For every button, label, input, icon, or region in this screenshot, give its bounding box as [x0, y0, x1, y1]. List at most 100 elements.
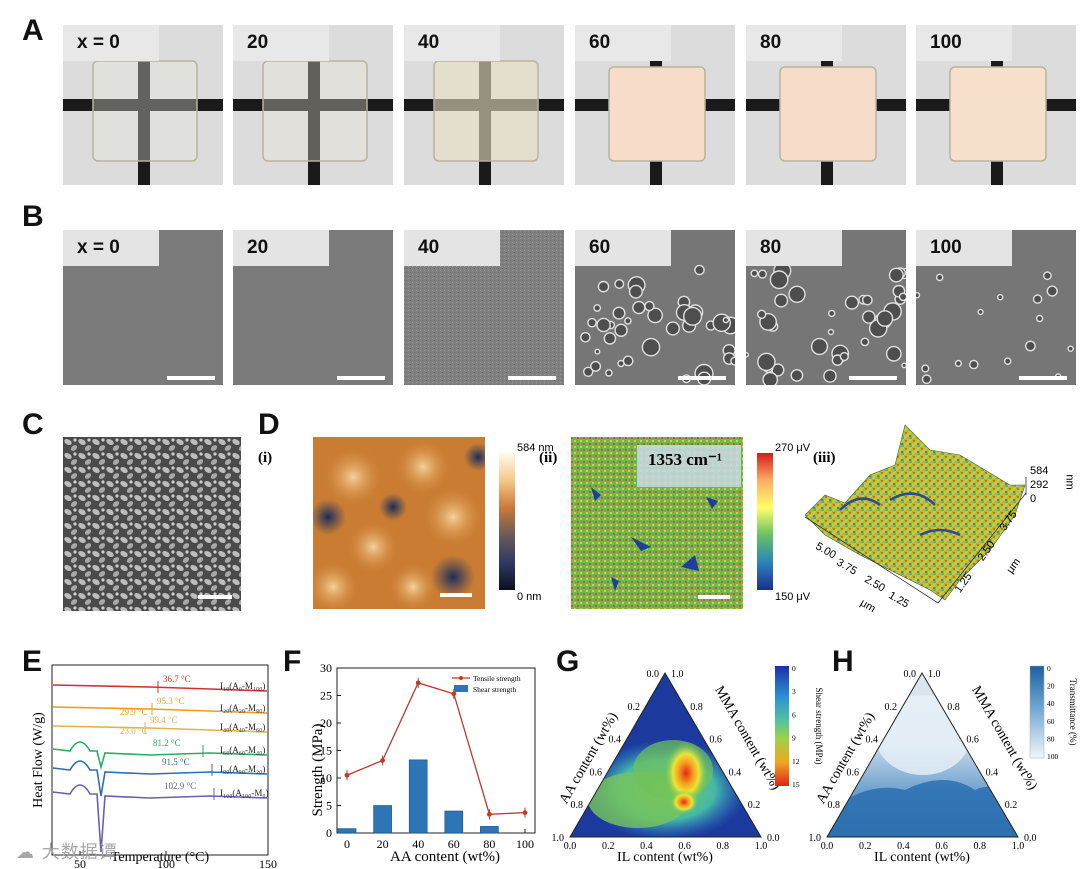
ternary-bottom-tick: 0.0 — [821, 841, 834, 852]
dsc-chart: I₁₀(A₀-M₁₀₀) 36.7 °C I₂₀(A₂₀-M₈₀) 95.3 °C 29… — [31, 664, 277, 869]
g-colorbar — [775, 666, 789, 786]
dsc-curve-label: I₁₀₀(A₁₀₀-M₀) — [220, 788, 268, 798]
shear-bar — [444, 810, 464, 834]
ternary-left-tick: 0.0 — [904, 669, 917, 680]
sample-photo: 80 — [746, 25, 906, 185]
panel-label-f: F — [283, 645, 302, 678]
ternary-right-tick: 0.2 — [1005, 800, 1018, 811]
f-x-tick: 80 — [483, 837, 495, 851]
panel-label-h: H — [832, 645, 854, 678]
f-y-tick: 25 — [320, 689, 332, 703]
ternary-right-tick: 0.8 — [690, 702, 703, 713]
dsc-curve-label: I₆₀(A₆₀-M₄₀) — [220, 745, 265, 755]
f-x-tick: 0 — [344, 837, 350, 851]
sample-photo: 100 — [916, 25, 1076, 185]
ternary-bottom-tick: 1.0 — [1012, 841, 1025, 852]
sem-image: 100 — [916, 230, 1076, 385]
panel-label-g: G — [556, 645, 580, 678]
f-x-tick: 20 — [377, 837, 389, 851]
panel-label-c: C — [22, 408, 44, 441]
sem-label: 100 — [916, 230, 1012, 266]
ternary-right-tick: 0.6 — [709, 735, 722, 746]
ternary-right-tick: 0.2 — [748, 800, 761, 811]
panel-label-a: A — [22, 14, 44, 47]
f-x-tick: 60 — [448, 837, 460, 851]
dsc-curve-label: I₄₀(A₄₀-M₆₀) — [220, 722, 265, 732]
f-y-tick: 20 — [320, 716, 332, 730]
ternary-right-tick: 0.4 — [729, 767, 742, 778]
ternary-right-tick: 0.0 — [1024, 833, 1037, 844]
sample-square — [262, 60, 368, 162]
dsc-curve — [52, 760, 268, 797]
dsc-tg2-label: 23.0 °C — [120, 726, 148, 736]
sem-image: 20 — [233, 230, 393, 385]
g-colorbar-title: Shear strength (MPa) — [814, 688, 824, 765]
dsc-ylabel: Heat Flow (W/g) — [31, 712, 46, 808]
ternary-bottom-tick: 1.0 — [755, 841, 768, 852]
ternary-bottom-tick: 0.2 — [859, 841, 872, 852]
colorbar-tick: 12 — [792, 757, 800, 766]
shear-bar — [408, 759, 428, 834]
dsc-x-tick: 150 — [259, 857, 277, 869]
d-i-max: 584 nm — [517, 442, 554, 454]
sem-c-texture — [63, 437, 241, 611]
ternary-left-tick: 0.4 — [866, 735, 879, 746]
d-i-min: 0 nm — [517, 591, 542, 603]
tensile-point — [522, 810, 528, 816]
ternary-bottom-tick: 0.4 — [640, 841, 653, 852]
d-iii-z1: 584 — [1030, 465, 1049, 477]
afm-ir-map — [571, 437, 743, 609]
ternary-bottom-tick: 0.0 — [564, 841, 577, 852]
sample-label: x = 0 — [63, 25, 159, 61]
sem-image: 80 — [746, 230, 906, 385]
dsc-curve-label: I₂₀(A₂₀-M₈₀) — [220, 703, 265, 713]
sample-photo: x = 0 — [63, 25, 223, 185]
sample-photo: 40 — [404, 25, 564, 185]
dsc-tg-label: 99.4 °C — [150, 715, 178, 725]
f-y-tick: 5 — [326, 799, 332, 813]
tensile-point — [451, 691, 457, 697]
sample-label: 40 — [404, 25, 500, 61]
ternary-left-tick: 0.6 — [847, 767, 860, 778]
tensile-point — [380, 758, 385, 763]
watermark-text: 大数据谭 — [41, 842, 118, 863]
dsc-curve — [52, 684, 268, 692]
afm-height-map — [313, 437, 485, 609]
sample-square — [779, 66, 877, 162]
sem-label: 60 — [575, 230, 671, 266]
ternary-bottom-tick: 0.8 — [717, 841, 730, 852]
ternary-right-tick: 0.6 — [966, 735, 979, 746]
d-ii-wavenumber: 1353 cm⁻¹ — [648, 450, 723, 469]
f-x-tick: 40 — [412, 837, 424, 851]
f-y-tick: 15 — [320, 744, 332, 758]
shear-bar — [337, 828, 357, 834]
tensile-point — [344, 772, 350, 778]
colorbar-tick: 100 — [1047, 752, 1059, 761]
sample-label: 100 — [916, 25, 1012, 61]
d-ii-label: (ii) — [539, 450, 558, 466]
colorbar-tick: 3 — [792, 687, 796, 696]
panel-label-b: B — [22, 200, 44, 233]
dsc-curve — [52, 725, 268, 733]
dsc-curve — [52, 741, 268, 771]
sem-label: 80 — [746, 230, 842, 266]
d-i-label: (i) — [258, 450, 273, 466]
f-ylabel: Strength (MPa) — [310, 724, 326, 817]
d-iii-zunit: nm — [1063, 474, 1076, 490]
dsc-tg-label: 81.2 °C — [153, 738, 181, 748]
ternary-left-tick: 0.4 — [609, 735, 622, 746]
colorbar-tick: 40 — [1047, 699, 1055, 708]
f-y-tick: 10 — [320, 771, 332, 785]
ternary-bottom-tick: 0.2 — [602, 841, 615, 852]
shear-bar — [480, 826, 499, 834]
f-x-tick: 100 — [516, 837, 534, 851]
ternary-left-tick: 0.6 — [590, 767, 603, 778]
sample-photo: 60 — [575, 25, 735, 185]
dsc-x-tick: 50 — [74, 857, 86, 869]
ternary-left-tick: 0.2 — [628, 702, 641, 713]
afm-height-colorbar — [499, 453, 515, 590]
tensile-point — [415, 680, 421, 686]
shear-bar — [373, 805, 392, 834]
ternary-transmittance-chart: 0.00.0 1.00.20.2 0.80.40.4 0.60.60.6 0.40.80… — [809, 664, 1079, 865]
panel-label-e: E — [22, 645, 43, 678]
